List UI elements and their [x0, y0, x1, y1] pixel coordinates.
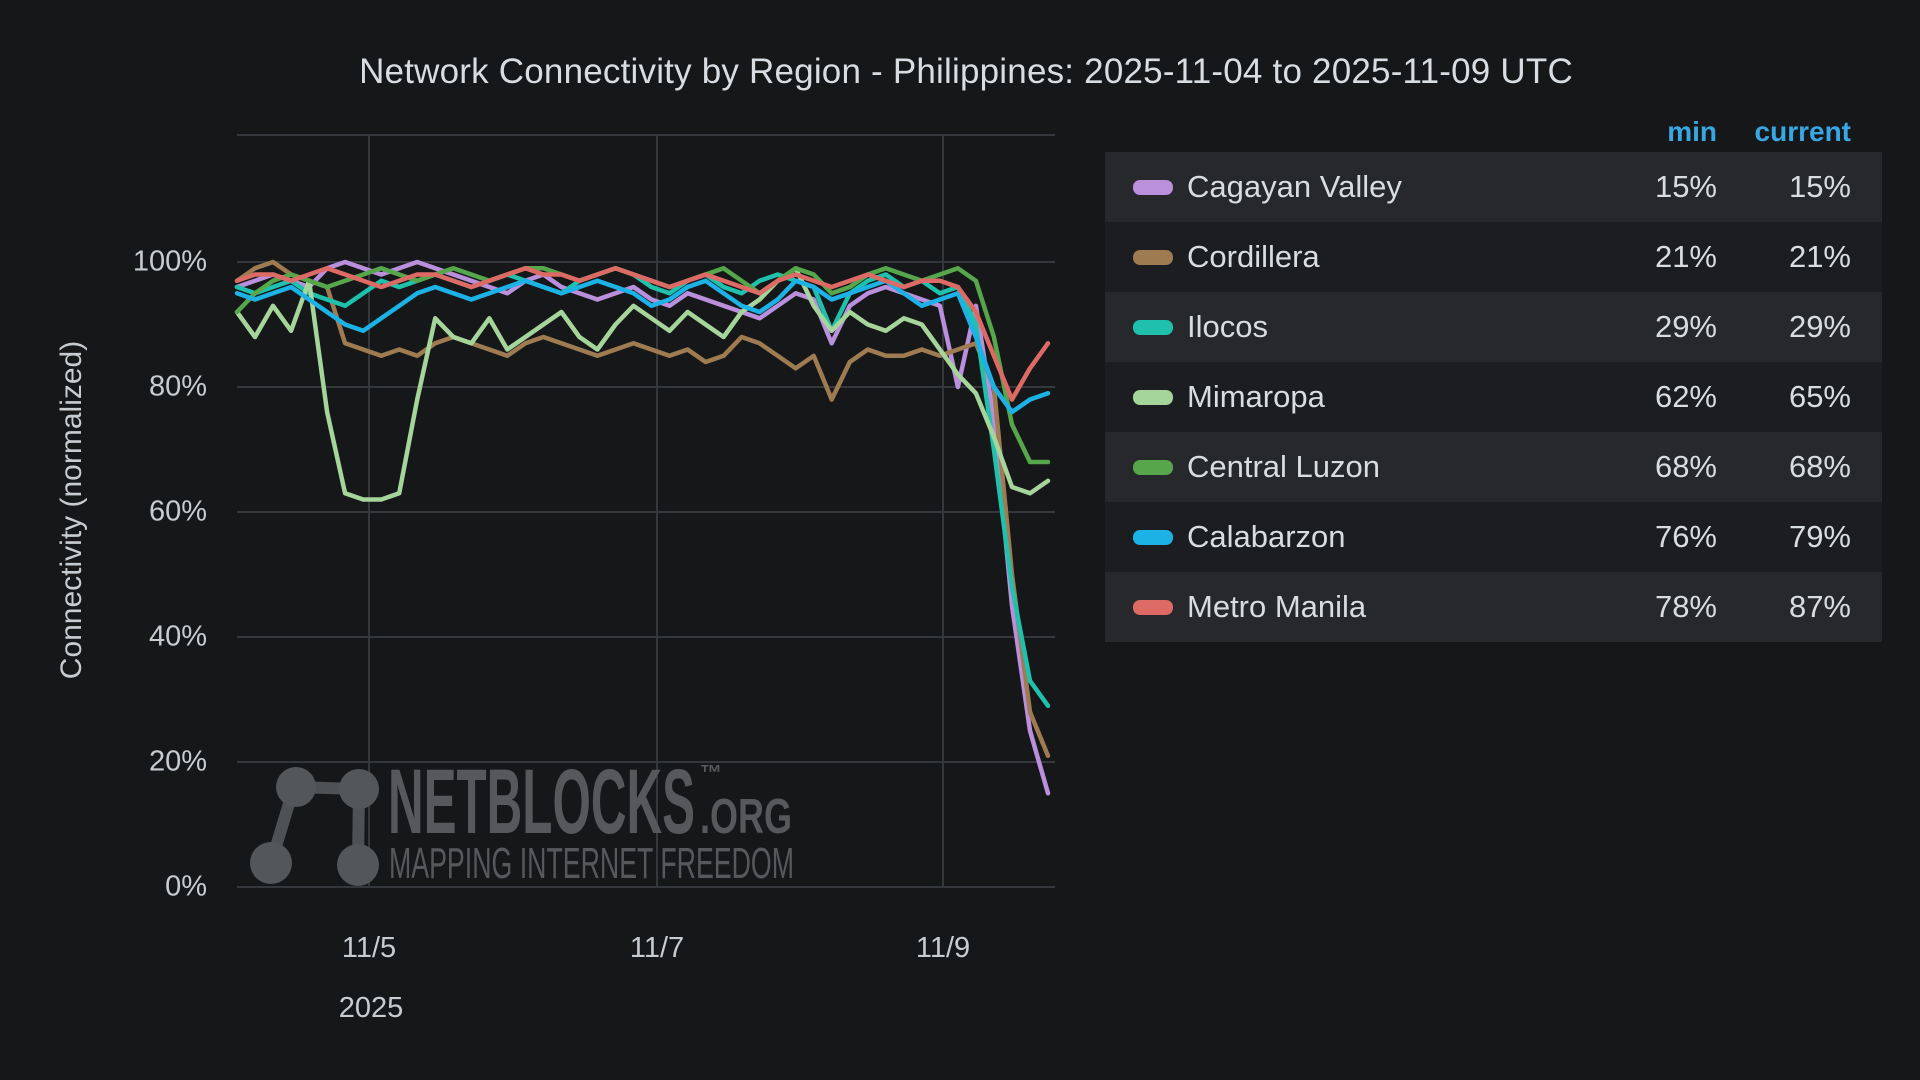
x-tick-label: 11/5: [341, 932, 397, 964]
watermark-tm-mark: ™: [700, 760, 722, 785]
watermark-brand-text: NETBLOCKS: [388, 752, 695, 853]
series-swatch: [1133, 389, 1173, 405]
x-tick-label: 11/9: [915, 932, 971, 964]
watermark-tagline-text: MAPPING INTERNET FREEDOM: [389, 839, 794, 888]
legend-current-value: 65%: [1788, 379, 1851, 414]
series-swatch: [1133, 599, 1173, 615]
legend-row-calabarzon[interactable]: Calabarzon 76% 79%: [1105, 502, 1882, 572]
legend-table: min current Cagayan Valley 15% 15% Cordi…: [1105, 112, 1882, 642]
y-tick-label: 80%: [148, 370, 207, 403]
y-tick-label: 40%: [148, 620, 207, 653]
x-tick-label: 11/7: [629, 932, 685, 964]
series-line-cagayan-valley: [234, 259, 1051, 796]
legend-min-value: 15%: [1654, 169, 1717, 204]
legend-label: Mimaropa: [1187, 379, 1325, 414]
series-swatch: [1133, 249, 1173, 265]
netblocks-watermark: NETBLOCKS ™ .ORG MAPPING INTERNET FREEDO…: [250, 752, 794, 888]
legend-label: Calabarzon: [1187, 519, 1346, 554]
y-tick-label: 60%: [148, 495, 207, 528]
legend-row-cordillera[interactable]: Cordillera 21% 21%: [1105, 222, 1882, 292]
series-line-cordillera: [234, 259, 1051, 759]
legend-current-value: 15%: [1788, 169, 1851, 204]
y-tick-label: 20%: [148, 745, 207, 778]
legend-row-mimaropa[interactable]: Mimaropa 62% 65%: [1105, 362, 1882, 432]
legend-current-value: 21%: [1788, 239, 1851, 274]
y-tick-label: 100%: [132, 245, 207, 278]
series-line-mimaropa: [234, 266, 1051, 502]
series-swatch: [1133, 179, 1173, 195]
legend-row-ilocos[interactable]: Ilocos 29% 29%: [1105, 292, 1882, 362]
legend-row-cagayan-valley[interactable]: Cagayan Valley 15% 15%: [1105, 152, 1882, 222]
legend-current-value: 87%: [1788, 589, 1851, 624]
legend-min-value: 68%: [1654, 449, 1717, 484]
legend-label: Ilocos: [1187, 309, 1268, 344]
legend-label: Central Luzon: [1187, 449, 1381, 484]
watermark-tld-text: .ORG: [700, 790, 792, 844]
legend-label: Metro Manila: [1187, 589, 1367, 624]
legend-row-metro-manila[interactable]: Metro Manila 78% 87%: [1105, 572, 1882, 642]
netblocks-logo-nodes: [250, 767, 379, 886]
y-tick-label: 0%: [165, 870, 207, 903]
legend-label: Cordillera: [1187, 239, 1320, 274]
legend-min-value: 21%: [1654, 239, 1717, 274]
chart-title: Network Connectivity by Region - Philipp…: [359, 52, 1573, 91]
series-swatch: [1133, 319, 1173, 335]
series-line-metro-manila: [234, 266, 1051, 402]
legend-rows: Cagayan Valley 15% 15% Cordillera 21% 21…: [1105, 152, 1882, 642]
legend-header-current: current: [1754, 116, 1851, 147]
series-line-calabarzon: [234, 278, 1051, 415]
legend-min-value: 78%: [1654, 589, 1717, 624]
legend-current-value: 79%: [1788, 519, 1851, 554]
series-swatch: [1133, 459, 1173, 475]
legend-header-row: min current: [1105, 112, 1882, 152]
legend-min-value: 29%: [1654, 309, 1717, 344]
legend-current-value: 29%: [1788, 309, 1851, 344]
legend-row-central-luzon[interactable]: Central Luzon 68% 68%: [1105, 432, 1882, 502]
legend-header-min: min: [1667, 116, 1717, 147]
legend-min-value: 76%: [1654, 519, 1717, 554]
legend-min-value: 62%: [1654, 379, 1717, 414]
x-axis-year-label: 2025: [338, 992, 404, 1024]
series-swatch: [1133, 529, 1173, 545]
legend-label: Cagayan Valley: [1187, 169, 1402, 204]
legend-current-value: 68%: [1788, 449, 1851, 484]
